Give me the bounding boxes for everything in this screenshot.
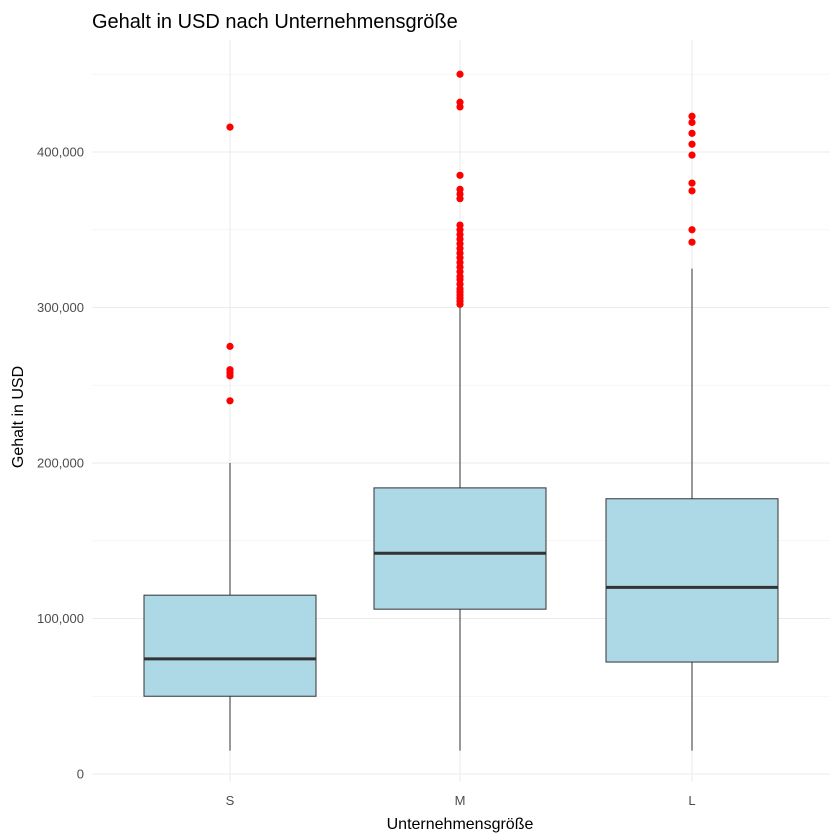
outlier-point <box>688 129 696 137</box>
outlier-point <box>688 226 696 234</box>
outlier-point <box>688 179 696 187</box>
outlier-point <box>688 140 696 148</box>
outlier-point <box>688 118 696 127</box>
iqr-box <box>143 594 317 697</box>
y-axis-label: Gehalt in USD <box>10 366 27 468</box>
outlier-point <box>456 70 464 78</box>
outlier-point <box>456 171 464 179</box>
y-tick-label: 100,000 <box>37 611 84 626</box>
y-axis-ticks: 0 100,000 200,000 300,000 400,000 <box>37 145 84 782</box>
outlier-point <box>688 112 696 120</box>
x-tick-label: S <box>226 793 235 808</box>
outlier-point <box>456 185 464 193</box>
box-L <box>605 112 779 751</box>
iqr-box <box>373 487 547 610</box>
outlier-point <box>226 366 234 374</box>
outlier-point <box>688 187 696 195</box>
outlier-point <box>456 98 464 106</box>
y-tick-label: 200,000 <box>37 456 84 471</box>
outlier-point <box>688 238 696 246</box>
outlier-point <box>226 342 234 350</box>
outlier-point <box>226 397 234 405</box>
x-axis-label: Unternehmensgröße <box>387 816 534 833</box>
chart-title: Gehalt in USD nach Unternehmensgröße <box>92 11 458 33</box>
outlier-point <box>456 221 464 229</box>
iqr-box <box>605 498 779 663</box>
boxes <box>143 70 779 751</box>
x-tick-label: M <box>455 793 466 808</box>
outlier-point <box>688 151 696 159</box>
box-S <box>143 123 317 751</box>
y-tick-label: 0 <box>77 767 84 782</box>
x-tick-label: L <box>688 793 695 808</box>
outlier-point <box>226 123 234 131</box>
y-tick-label: 300,000 <box>37 300 84 315</box>
y-tick-label: 400,000 <box>37 145 84 160</box>
box-M <box>373 70 547 751</box>
